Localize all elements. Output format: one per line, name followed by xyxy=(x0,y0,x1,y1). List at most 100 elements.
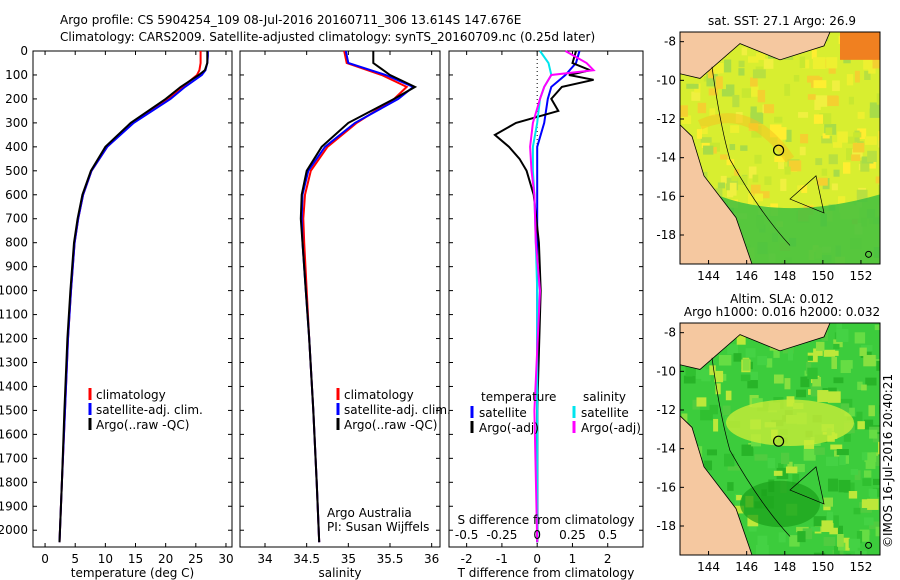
sst-map-title: sat. SST: 27.1 Argo: 26.9 xyxy=(708,14,856,28)
map-ytick-label: -16 xyxy=(656,480,676,494)
map-xtick-label: 148 xyxy=(773,560,796,574)
ytick-label: 1400 xyxy=(0,379,28,393)
ytick-label: 1600 xyxy=(0,427,28,441)
legend-label-diff: Argo(-adj) xyxy=(581,421,641,435)
legend-label-diff: satellite xyxy=(581,406,629,420)
series-argo-raw-qc- xyxy=(299,51,418,543)
reef-contour xyxy=(789,175,825,214)
map-ytick-label: -8 xyxy=(664,326,676,340)
map-ytick-label: -8 xyxy=(664,35,676,49)
ytick-label: 600 xyxy=(5,188,28,202)
ytick-label: 300 xyxy=(5,116,28,130)
stick-label: 0.25 xyxy=(559,528,586,542)
stick-label: 0 xyxy=(533,528,541,542)
map-sla-map xyxy=(679,322,881,556)
xtick-label-temperature-profile: 25 xyxy=(188,552,203,566)
map-xtick-label: 148 xyxy=(773,269,796,283)
ytick-label: 500 xyxy=(5,164,28,178)
ytick-label: 200 xyxy=(5,92,28,106)
xtick-label-temperature-profile: 10 xyxy=(98,552,113,566)
legend-label-diff: Argo(-adj) xyxy=(479,421,539,435)
xlabel-temperature-profile: temperature (deg C) xyxy=(71,566,194,580)
sla-map-title: Altim. SLA: 0.012 xyxy=(730,292,834,306)
figure-title-line1: Argo profile: CS 5904254_109 08-Jul-2016… xyxy=(60,13,522,27)
map-xtick-label: 150 xyxy=(811,269,834,283)
xtick-label-difference-profile: 1 xyxy=(569,552,577,566)
legend-title-salinity: salinity xyxy=(583,390,626,404)
map-xtick-label: 146 xyxy=(735,560,758,574)
map-ytick-label: -10 xyxy=(656,73,676,87)
legend-label-salinity-profile: Argo(..raw -QC) xyxy=(344,418,437,432)
ytick-label: 1700 xyxy=(0,451,28,465)
land-png xyxy=(680,32,831,79)
xtick-label-temperature-profile: 5 xyxy=(71,552,79,566)
map-xtick-label: 144 xyxy=(697,560,720,574)
xlabel-salinity-profile: salinity xyxy=(318,566,361,580)
ytick-label: 1900 xyxy=(0,499,28,513)
ytick-label: 1000 xyxy=(0,284,28,298)
xtick-label-salinity-profile: 34 xyxy=(257,552,272,566)
argo-location-marker xyxy=(772,144,785,156)
map-sst-map xyxy=(679,31,881,265)
panel-frame-difference-profile xyxy=(448,50,644,548)
ytick-label: 2000 xyxy=(0,523,28,537)
map-ytick-label: -18 xyxy=(656,519,676,533)
map-xtick-label: 152 xyxy=(849,269,872,283)
map-ytick-label: -18 xyxy=(656,228,676,242)
ytick-label: 0 xyxy=(20,44,28,58)
ytick-label: 1500 xyxy=(0,403,28,417)
xtick-label-difference-profile: -2 xyxy=(461,552,473,566)
map-ytick-label: -14 xyxy=(656,151,676,165)
xtick-label-salinity-profile: 35 xyxy=(341,552,356,566)
legend-label-temperature-profile: Argo(..raw -QC) xyxy=(96,418,189,432)
legend-label-temperature-profile: climatology xyxy=(96,388,166,402)
ytick-label: 100 xyxy=(5,68,28,82)
xtick-label-salinity-profile: 34.5 xyxy=(293,552,320,566)
xtick-label-difference-profile: -1 xyxy=(496,552,508,566)
ytick-label: 700 xyxy=(5,212,28,226)
legend-label-salinity-profile: climatology xyxy=(344,388,414,402)
map-frame xyxy=(679,322,881,556)
ytick-label: 1800 xyxy=(0,475,28,489)
watermark-text: ©IMOS 16-Jul-2016 20:40:21 xyxy=(881,374,895,548)
map-frame xyxy=(679,31,881,265)
ytick-label: 400 xyxy=(5,140,28,154)
pi-text: PI: Susan Wijffels xyxy=(327,520,429,534)
xlabel-top-difference: S difference from climatology xyxy=(458,513,635,527)
map-ytick-label: -12 xyxy=(656,112,676,126)
figure-title-line2: Climatology: CARS2009. Satellite-adjuste… xyxy=(60,30,596,44)
ytick-label: 900 xyxy=(5,260,28,274)
stick-label: 0.5 xyxy=(598,528,617,542)
legend-title-temperature: temperature xyxy=(481,390,556,404)
series-s-argo-adj- xyxy=(529,50,596,543)
legend-label-temperature-profile: satellite-adj. clim. xyxy=(96,403,203,417)
sla-map-subtitle: Argo h1000: 0.016 h2000: 0.032 xyxy=(684,305,880,319)
xtick-label-difference-profile: 2 xyxy=(604,552,612,566)
panel-frame-salinity-profile xyxy=(239,50,441,548)
ytick-label: 1200 xyxy=(0,332,28,346)
xtick-label-salinity-profile: 35.5 xyxy=(377,552,404,566)
series-argo-raw-qc- xyxy=(58,51,209,543)
series-t-argo-adj- xyxy=(493,50,594,543)
argo-location-marker xyxy=(772,435,785,447)
sla-high xyxy=(726,399,854,446)
panel-frame-temperature-profile xyxy=(32,50,233,548)
land-australia xyxy=(680,415,753,555)
xtick-label-temperature-profile: 0 xyxy=(41,552,49,566)
land-australia xyxy=(680,124,753,264)
hot-corner xyxy=(840,32,880,60)
xtick-label-salinity-profile: 36 xyxy=(424,552,439,566)
small-marker xyxy=(865,250,873,258)
shelf-contour xyxy=(711,357,791,537)
map-xtick-label: 144 xyxy=(697,269,720,283)
stick-label: -0.5 xyxy=(455,528,478,542)
xtick-label-temperature-profile: 30 xyxy=(218,552,233,566)
small-marker xyxy=(865,541,873,549)
shelf-contour xyxy=(711,66,791,246)
map-xtick-label: 152 xyxy=(849,560,872,574)
xtick-label-temperature-profile: 20 xyxy=(158,552,173,566)
reef-contour xyxy=(789,466,825,505)
sla-low xyxy=(740,480,820,528)
map-xtick-label: 150 xyxy=(811,560,834,574)
ytick-label: 1300 xyxy=(0,355,28,369)
